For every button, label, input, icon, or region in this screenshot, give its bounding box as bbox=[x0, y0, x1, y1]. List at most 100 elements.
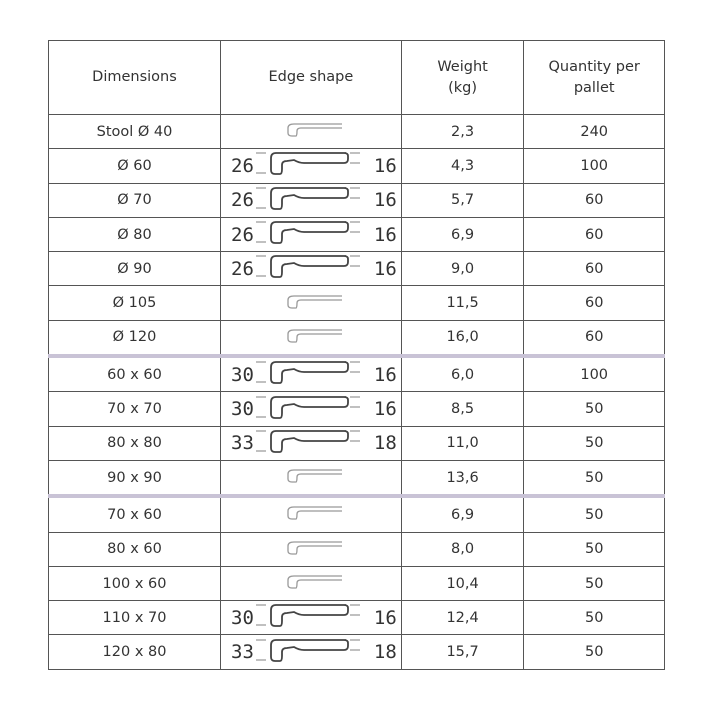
edge-left-dimension: 26 bbox=[231, 223, 254, 246]
edge-right-dimension: 16 bbox=[373, 257, 397, 280]
cell-edge-shape: 26 16 bbox=[220, 182, 402, 218]
table-row: 70 x 70 30 16 8,5 50 bbox=[48, 391, 665, 427]
cell-dimensions: 110 x 70 bbox=[48, 600, 221, 636]
header-quantity: Quantity per pallet bbox=[523, 40, 665, 115]
cell-edge-shape bbox=[220, 285, 402, 321]
table-row: Ø 120 16,0 60 bbox=[48, 319, 665, 357]
edge-left-dimension: 33 bbox=[231, 641, 254, 664]
cell-dimensions: 100 x 60 bbox=[48, 565, 221, 602]
cell-dimensions: Ø 60 bbox=[48, 148, 221, 184]
header-row: Dimensions Edge shape Weight (kg) Quanti… bbox=[48, 40, 665, 115]
cell-dimensions: 60 x 60 bbox=[48, 354, 221, 393]
table-row: Ø 105 11,5 60 bbox=[48, 285, 665, 321]
cell-quantity: 50 bbox=[523, 391, 665, 427]
product-table: Dimensions Edge shape Weight (kg) Quanti… bbox=[48, 40, 665, 670]
table-row: 110 x 70 30 16 12,4 50 bbox=[48, 600, 665, 636]
cell-weight: 5,7 bbox=[400, 182, 525, 218]
table-row: 120 x 80 33 18 15,7 50 bbox=[48, 634, 665, 670]
edge-right-dimension: 16 bbox=[373, 398, 397, 421]
edge-profile-icon bbox=[284, 502, 344, 527]
edge-left-dimension: 30 bbox=[231, 398, 254, 421]
edge-profile-icon bbox=[254, 149, 374, 182]
cell-dimensions: Ø 80 bbox=[48, 216, 221, 253]
cell-dimensions: Stool Ø 40 bbox=[48, 113, 221, 150]
cell-edge-shape bbox=[220, 494, 402, 533]
edge-profile-icon bbox=[284, 119, 344, 144]
cell-weight: 11,0 bbox=[400, 425, 525, 461]
cell-edge-shape: 26 16 bbox=[220, 251, 402, 287]
table-row: 80 x 60 8,0 50 bbox=[48, 531, 665, 567]
cell-quantity: 50 bbox=[523, 565, 665, 602]
table-row: 100 x 60 10,4 50 bbox=[48, 565, 665, 602]
cell-weight: 11,5 bbox=[400, 285, 525, 321]
edge-left-dimension: 26 bbox=[231, 154, 254, 177]
cell-edge-shape: 30 16 bbox=[220, 354, 402, 393]
cell-weight: 4,3 bbox=[400, 148, 525, 184]
header-edge-shape: Edge shape bbox=[220, 40, 402, 115]
edge-profile-icon bbox=[284, 325, 344, 350]
cell-weight: 8,5 bbox=[400, 391, 525, 427]
cell-edge-shape: 33 18 bbox=[220, 634, 402, 670]
cell-quantity: 50 bbox=[523, 531, 665, 567]
cell-weight: 6,9 bbox=[400, 494, 525, 533]
cell-edge-shape bbox=[220, 319, 402, 357]
cell-quantity: 240 bbox=[523, 113, 665, 150]
cell-weight: 15,7 bbox=[400, 634, 525, 670]
table-row: Ø 60 26 16 4,3 100 bbox=[48, 148, 665, 184]
edge-left-dimension: 30 bbox=[231, 606, 254, 629]
edge-profile-icon bbox=[254, 218, 374, 251]
table-row: 60 x 60 30 16 6,0 100 bbox=[48, 354, 665, 393]
cell-weight: 10,4 bbox=[400, 565, 525, 602]
cell-weight: 8,0 bbox=[400, 531, 525, 567]
edge-profile-icon bbox=[254, 427, 374, 460]
cell-quantity: 60 bbox=[523, 182, 665, 218]
edge-profile-icon bbox=[284, 291, 344, 316]
edge-profile-icon bbox=[254, 393, 374, 426]
edge-profile-icon bbox=[254, 184, 374, 217]
header-weight: Weight (kg) bbox=[400, 40, 525, 115]
edge-right-dimension: 16 bbox=[373, 363, 397, 386]
cell-weight: 16,0 bbox=[400, 319, 525, 357]
edge-profile-icon bbox=[284, 537, 344, 562]
table-row: Ø 90 26 16 9,0 60 bbox=[48, 251, 665, 287]
edge-right-dimension: 18 bbox=[373, 432, 397, 455]
cell-weight: 12,4 bbox=[400, 600, 525, 636]
cell-edge-shape: 26 16 bbox=[220, 148, 402, 184]
cell-dimensions: 70 x 60 bbox=[48, 494, 221, 533]
cell-quantity: 50 bbox=[523, 425, 665, 461]
edge-right-dimension: 16 bbox=[373, 223, 397, 246]
cell-dimensions: 70 x 70 bbox=[48, 391, 221, 427]
header-dimensions: Dimensions bbox=[48, 40, 221, 115]
edge-right-dimension: 18 bbox=[373, 641, 397, 664]
cell-weight: 9,0 bbox=[400, 251, 525, 287]
cell-edge-shape: 30 16 bbox=[220, 391, 402, 427]
table-row: 70 x 60 6,9 50 bbox=[48, 494, 665, 533]
edge-left-dimension: 26 bbox=[231, 257, 254, 280]
cell-edge-shape bbox=[220, 459, 402, 497]
edge-profile-icon bbox=[284, 571, 344, 596]
cell-edge-shape bbox=[220, 565, 402, 602]
edge-profile-icon bbox=[254, 601, 374, 634]
cell-edge-shape bbox=[220, 113, 402, 150]
cell-edge-shape: 30 16 bbox=[220, 600, 402, 636]
cell-quantity: 50 bbox=[523, 600, 665, 636]
cell-quantity: 60 bbox=[523, 319, 665, 357]
cell-dimensions: Ø 105 bbox=[48, 285, 221, 321]
cell-dimensions: Ø 90 bbox=[48, 251, 221, 287]
cell-quantity: 60 bbox=[523, 251, 665, 287]
cell-weight: 2,3 bbox=[400, 113, 525, 150]
cell-weight: 6,0 bbox=[400, 354, 525, 393]
table-row: 80 x 80 33 18 11,0 50 bbox=[48, 425, 665, 461]
cell-weight: 6,9 bbox=[400, 216, 525, 253]
cell-dimensions: Ø 120 bbox=[48, 319, 221, 357]
cell-dimensions: 80 x 60 bbox=[48, 531, 221, 567]
cell-quantity: 50 bbox=[523, 634, 665, 670]
edge-right-dimension: 16 bbox=[373, 154, 397, 177]
cell-quantity: 100 bbox=[523, 354, 665, 393]
cell-dimensions: 80 x 80 bbox=[48, 425, 221, 461]
table-row: Stool Ø 40 2,3 240 bbox=[48, 113, 665, 150]
cell-edge-shape: 26 16 bbox=[220, 216, 402, 253]
cell-quantity: 100 bbox=[523, 148, 665, 184]
cell-dimensions: 90 x 90 bbox=[48, 459, 221, 497]
edge-profile-icon bbox=[254, 358, 374, 391]
